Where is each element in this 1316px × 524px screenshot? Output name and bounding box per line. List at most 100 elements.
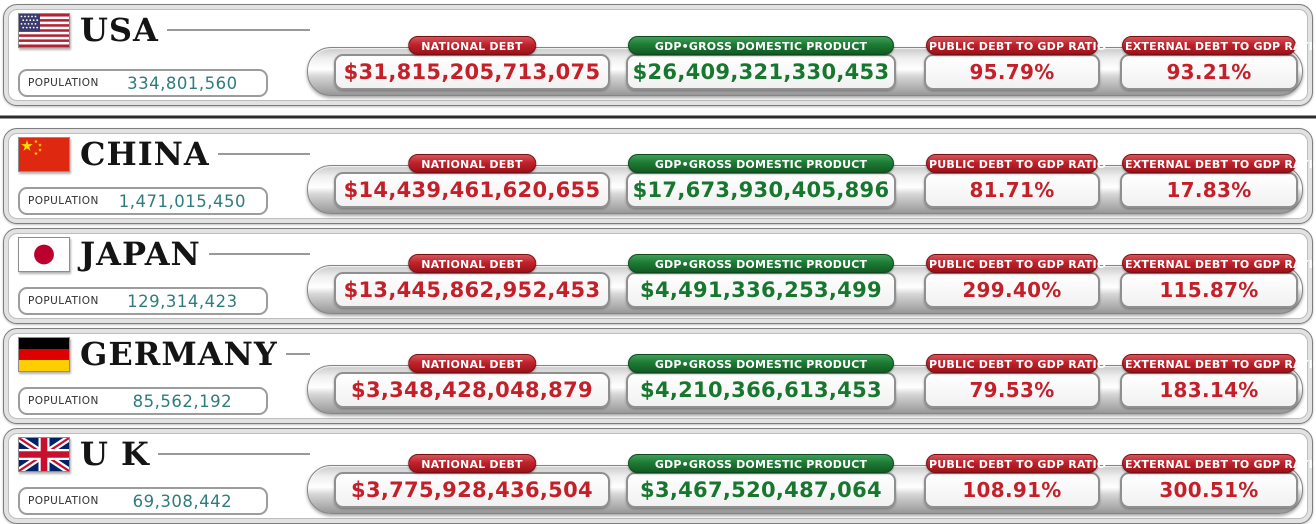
population-value: 1,471,015,450 — [118, 191, 246, 211]
gdp-box: GDP•GROSS DOMESTIC PRODUCT $4,210,366,61… — [626, 353, 896, 408]
metrics-bar: NATIONAL DEBT $3,775,928,436,504 GDP•GRO… — [307, 453, 1316, 514]
country-header: JAPAN — [18, 236, 310, 272]
country-panel-germany: GERMANY POPULATION 85,562,192 NATIONAL D… — [3, 328, 1316, 424]
population-label: POPULATION — [28, 295, 99, 307]
national-debt-box: NATIONAL DEBT $3,775,928,436,504 — [334, 453, 610, 508]
metrics-bar: NATIONAL DEBT $3,348,428,048,879 GDP•GRO… — [307, 353, 1316, 414]
external-debt-ratio-box: EXTERNAL DEBT TO GDP RATIO 17.83% — [1120, 153, 1316, 208]
public-debt-ratio-value: 81.71% — [969, 177, 1055, 202]
national-debt-box: NATIONAL DEBT $14,439,461,620,655 — [334, 153, 610, 208]
section-divider — [0, 110, 1316, 124]
leader-line — [217, 153, 310, 155]
external-debt-ratio-box: EXTERNAL DEBT TO GDP RATIO 93.21% — [1120, 35, 1316, 90]
public-debt-ratio-box: PUBLIC DEBT TO GDP RATIO 81.71% — [924, 153, 1106, 208]
external-debt-ratio-label-pill: EXTERNAL DEBT TO GDP RATIO — [1122, 35, 1316, 55]
external-debt-ratio-value: 300.51% — [1159, 477, 1259, 502]
population-box: POPULATION 85,562,192 — [18, 387, 268, 415]
metrics-bar: NATIONAL DEBT $13,445,862,952,453 GDP•GR… — [307, 253, 1316, 314]
national-debt-label-pill: NATIONAL DEBT — [408, 253, 536, 273]
public-debt-ratio-label-pill: PUBLIC DEBT TO GDP RATIO — [926, 35, 1106, 55]
country-name: GERMANY — [80, 335, 278, 373]
national-debt-box: NATIONAL DEBT $13,445,862,952,453 — [334, 253, 610, 308]
usa-flag-icon — [18, 12, 70, 48]
public-debt-ratio-label-pill: PUBLIC DEBT TO GDP RATIO — [926, 153, 1106, 173]
metrics-bar: NATIONAL DEBT $31,815,205,713,075 GDP•GR… — [307, 35, 1316, 96]
population-label: POPULATION — [28, 77, 99, 89]
external-debt-ratio-label-pill: EXTERNAL DEBT TO GDP RATIO — [1122, 153, 1316, 173]
gdp-label-pill: GDP•GROSS DOMESTIC PRODUCT — [628, 453, 894, 473]
leader-line — [285, 353, 310, 355]
population-value: 85,562,192 — [132, 391, 233, 411]
external-debt-ratio-box: EXTERNAL DEBT TO GDP RATIO 115.87% — [1120, 253, 1316, 308]
population-value: 129,314,423 — [127, 291, 238, 311]
leader-line — [157, 453, 310, 455]
population-box: POPULATION 69,308,442 — [18, 487, 268, 515]
public-debt-ratio-value: 108.91% — [962, 477, 1062, 502]
external-debt-ratio-value: 93.21% — [1166, 59, 1252, 84]
country-name: U K — [80, 435, 150, 473]
gdp-label-pill: GDP•GROSS DOMESTIC PRODUCT — [628, 35, 894, 55]
country-name: JAPAN — [80, 235, 201, 273]
gdp-label-pill: GDP•GROSS DOMESTIC PRODUCT — [628, 253, 894, 273]
leader-line — [208, 253, 310, 255]
external-debt-ratio-value: 17.83% — [1166, 177, 1252, 202]
gdp-label-pill: GDP•GROSS DOMESTIC PRODUCT — [628, 353, 894, 373]
public-debt-ratio-value: 299.40% — [962, 277, 1062, 302]
external-debt-ratio-value: 115.87% — [1159, 277, 1259, 302]
country-name: USA — [80, 11, 159, 49]
country-panel-usa: USA POPULATION 334,801,560 NATIONAL DEBT… — [3, 4, 1316, 106]
gdp-box: GDP•GROSS DOMESTIC PRODUCT $4,491,336,25… — [626, 253, 896, 308]
national-debt-value: $14,439,461,620,655 — [343, 177, 601, 202]
gdp-box: GDP•GROSS DOMESTIC PRODUCT $17,673,930,4… — [626, 153, 896, 208]
public-debt-ratio-label-pill: PUBLIC DEBT TO GDP RATIO — [926, 453, 1106, 473]
country-header: GERMANY — [18, 336, 310, 372]
public-debt-ratio-box: PUBLIC DEBT TO GDP RATIO 95.79% — [924, 35, 1106, 90]
external-debt-ratio-value: 183.14% — [1159, 377, 1259, 402]
gdp-value: $3,467,520,487,064 — [640, 477, 882, 502]
country-name: CHINA — [80, 135, 210, 173]
population-value: 334,801,560 — [127, 73, 238, 93]
population-box: POPULATION 1,471,015,450 — [18, 187, 268, 215]
national-debt-value: $31,815,205,713,075 — [343, 59, 601, 84]
external-debt-ratio-box: EXTERNAL DEBT TO GDP RATIO 183.14% — [1120, 353, 1316, 408]
population-label: POPULATION — [28, 495, 99, 507]
public-debt-ratio-value: 95.79% — [969, 59, 1055, 84]
national-debt-label-pill: NATIONAL DEBT — [408, 35, 536, 55]
public-debt-ratio-value: 79.53% — [969, 377, 1055, 402]
public-debt-ratio-box: PUBLIC DEBT TO GDP RATIO 108.91% — [924, 453, 1106, 508]
national-debt-label-pill: NATIONAL DEBT — [408, 453, 536, 473]
national-debt-value: $3,775,928,436,504 — [351, 477, 593, 502]
country-header: U K — [17, 434, 310, 474]
gdp-box: GDP•GROSS DOMESTIC PRODUCT $26,409,321,3… — [626, 35, 896, 90]
uk-flag-icon — [17, 434, 71, 474]
population-box: POPULATION 129,314,423 — [18, 287, 268, 315]
external-debt-ratio-label-pill: EXTERNAL DEBT TO GDP RATIO — [1122, 353, 1316, 373]
external-debt-ratio-box: EXTERNAL DEBT TO GDP RATIO 300.51% — [1120, 453, 1316, 508]
gdp-value: $4,210,366,613,453 — [640, 377, 882, 402]
gdp-label-pill: GDP•GROSS DOMESTIC PRODUCT — [628, 153, 894, 173]
public-debt-ratio-label-pill: PUBLIC DEBT TO GDP RATIO — [926, 253, 1106, 273]
country-panel-china: CHINA POPULATION 1,471,015,450 NATIONAL … — [3, 128, 1316, 224]
population-label: POPULATION — [28, 395, 99, 407]
leader-line — [166, 29, 310, 31]
population-box: POPULATION 334,801,560 — [18, 69, 268, 97]
external-debt-ratio-label-pill: EXTERNAL DEBT TO GDP RATIO — [1122, 453, 1316, 473]
external-debt-ratio-label-pill: EXTERNAL DEBT TO GDP RATIO — [1122, 253, 1316, 273]
public-debt-ratio-box: PUBLIC DEBT TO GDP RATIO 79.53% — [924, 353, 1106, 408]
national-debt-value: $13,445,862,952,453 — [343, 277, 601, 302]
public-debt-ratio-label-pill: PUBLIC DEBT TO GDP RATIO — [926, 353, 1106, 373]
gdp-value: $26,409,321,330,453 — [632, 59, 890, 84]
national-debt-box: NATIONAL DEBT $3,348,428,048,879 — [334, 353, 610, 408]
population-value: 69,308,442 — [132, 491, 233, 511]
gdp-value: $17,673,930,405,896 — [632, 177, 890, 202]
national-debt-label-pill: NATIONAL DEBT — [408, 353, 536, 373]
national-debt-value: $3,348,428,048,879 — [351, 377, 593, 402]
public-debt-ratio-box: PUBLIC DEBT TO GDP RATIO 299.40% — [924, 253, 1106, 308]
country-header: CHINA — [18, 136, 310, 172]
country-header: USA — [18, 12, 310, 48]
national-debt-label-pill: NATIONAL DEBT — [408, 153, 536, 173]
population-label: POPULATION — [28, 195, 99, 207]
japan-flag-icon — [18, 236, 70, 272]
germany-flag-icon — [18, 336, 70, 372]
